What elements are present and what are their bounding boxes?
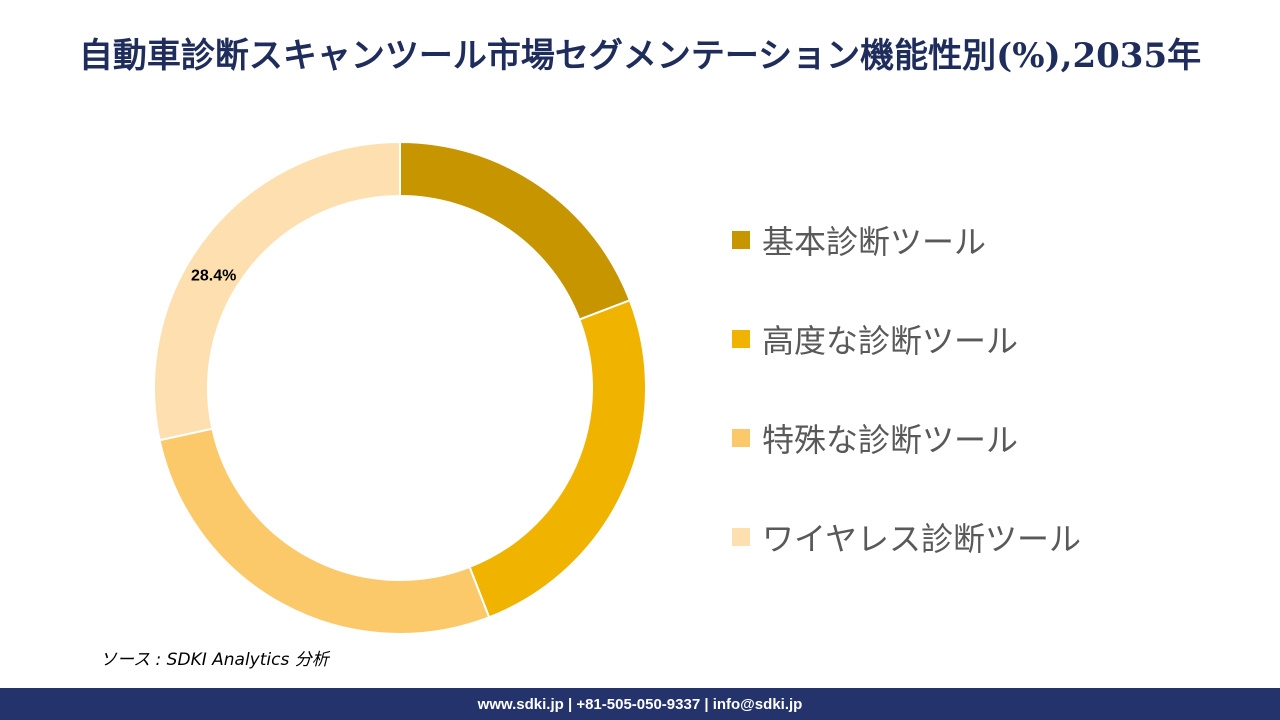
donut-slice-4 [153,140,401,442]
legend-swatch [732,230,750,249]
legend-item-3: 特殊な診断ツール [732,388,1081,487]
footer-bar: www.sdki.jp | +81-505-050-9337 | info@sd… [0,688,1280,720]
legend-item-2: 高度な診断ツール [732,289,1081,388]
source-note: ソース : SDKI Analytics 分析 [100,650,329,670]
footer-contact: www.sdki.jp | +81-505-050-9337 | info@sd… [477,695,803,713]
legend-label: 高度な診断ツール [762,321,1019,360]
legend-item-1: 基本診断ツール [732,190,1081,289]
legend-label: ワイヤレス診断ツール [762,519,1082,558]
legend-label: 特殊な診断ツール [762,420,1019,459]
legend-swatch [732,527,750,546]
legend-swatch [732,329,750,348]
legend-swatch [732,428,750,447]
data-label-4: 28.4% [191,267,236,284]
chart-title: 自動車診断スキャンツール市場セグメンテーション機能性別(%),2035年 [78,36,1202,76]
legend-item-4: ワイヤレス診断ツール [732,487,1081,586]
legend-label: 基本診断ツール [762,222,987,261]
donut-slice-3 [158,427,491,635]
legend: 基本診断ツール 高度な診断ツール 特殊な診断ツールワイヤレス診断ツール [732,190,1081,586]
donut-slice-1 [399,140,632,321]
donut-slice-2 [468,299,647,619]
